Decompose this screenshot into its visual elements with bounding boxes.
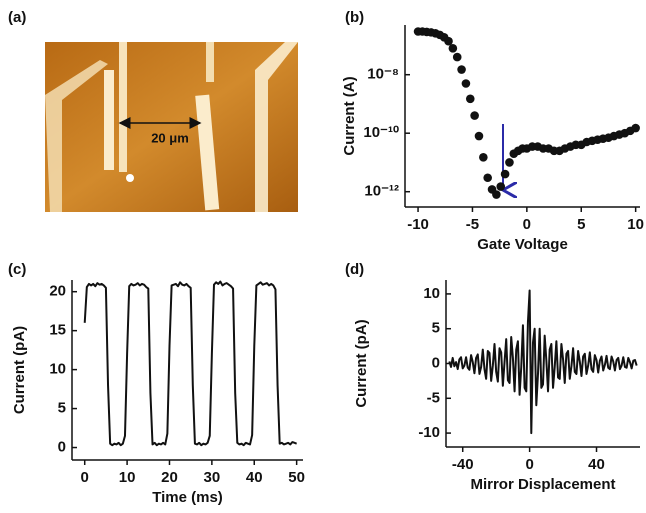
point	[475, 132, 484, 141]
y-tick-label: -10	[418, 424, 440, 441]
x-tick-label: 10	[119, 469, 136, 486]
point	[501, 170, 510, 179]
x-axis-label: Gate Voltage	[477, 236, 568, 253]
figure: 20 μm (a) (b) 10⁻¹² 10⁻¹⁰ 10⁻⁸ -10 -5 0 5 10 Gate …	[0, 0, 646, 513]
x-tick-label: 20	[161, 469, 178, 486]
y-axis-label: Current (pA)	[11, 326, 28, 414]
y-tick-label: 0	[432, 354, 440, 371]
x-tick-label: 50	[288, 469, 305, 486]
scale-label: 20 μm	[151, 130, 189, 145]
x-tick-label: -5	[466, 216, 479, 233]
point	[631, 124, 640, 133]
y-tick-label: 15	[49, 322, 66, 339]
point	[496, 182, 505, 191]
line	[85, 282, 297, 446]
line	[449, 290, 636, 433]
x-tick-label: 30	[204, 469, 221, 486]
y-tick-label: 10⁻⁸	[367, 66, 399, 83]
point	[462, 79, 471, 88]
y-tick-label: 10	[49, 361, 66, 378]
panel-label: (c)	[8, 261, 26, 278]
y-tick-label: 10	[423, 285, 440, 302]
panel-label: (a)	[8, 9, 26, 26]
micrograph	[45, 42, 298, 212]
point	[483, 173, 492, 182]
x-axis-label: Time (ms)	[152, 489, 223, 506]
y-axis-label: Current (A)	[341, 76, 358, 155]
x-tick-label: 0	[525, 456, 533, 473]
point	[505, 158, 514, 167]
x-tick-label: 10	[627, 216, 644, 233]
point	[453, 53, 462, 62]
point	[479, 153, 488, 162]
y-tick-label: 20	[49, 283, 66, 300]
point	[457, 65, 466, 74]
x-tick-label: -10	[407, 216, 429, 233]
y-tick-label: -5	[427, 389, 440, 406]
x-tick-label: 40	[588, 456, 605, 473]
y-tick-label: 5	[432, 320, 440, 337]
point	[492, 190, 501, 199]
x-tick-label: 0	[523, 216, 531, 233]
x-tick-label: 40	[246, 469, 263, 486]
panel-label: (d)	[345, 261, 364, 278]
point	[449, 44, 458, 53]
y-tick-label: 10⁻¹⁰	[363, 124, 399, 141]
y-tick-label: 5	[58, 400, 66, 417]
x-tick-label: -40	[452, 456, 474, 473]
y-tick-label: 0	[58, 439, 66, 456]
panel-label: (b)	[345, 9, 364, 26]
point	[470, 111, 479, 120]
y-axis-label: Current (pA)	[353, 319, 370, 407]
y-tick-label: 10⁻¹²	[364, 183, 399, 200]
x-tick-label: 0	[81, 469, 89, 486]
x-tick-label: 5	[577, 216, 585, 233]
x-axis-label: Mirror Displacement	[470, 476, 615, 493]
point	[444, 37, 453, 46]
point	[466, 94, 475, 103]
